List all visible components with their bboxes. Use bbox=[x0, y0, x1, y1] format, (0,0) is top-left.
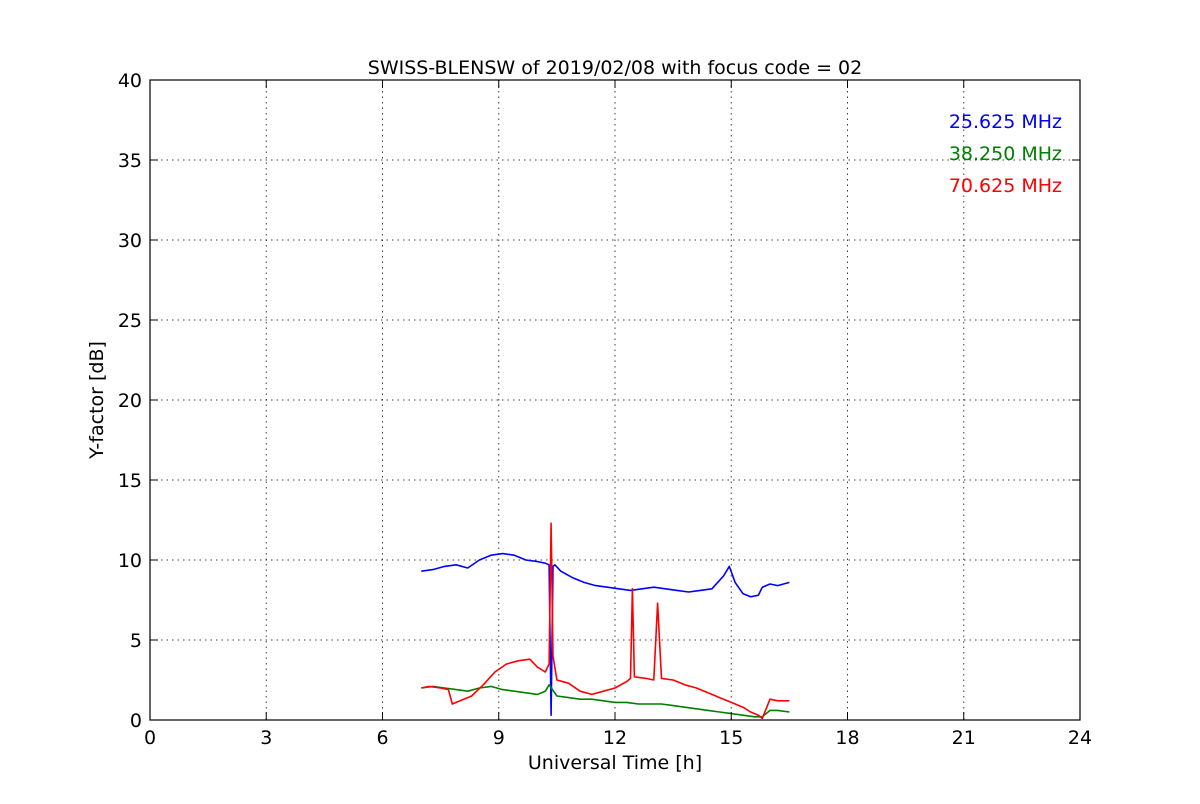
x-tick-label: 6 bbox=[376, 727, 388, 749]
legend-entry: 70.625 MHz bbox=[949, 175, 1062, 197]
x-tick-label: 0 bbox=[144, 727, 156, 749]
y-tick-label: 0 bbox=[130, 710, 142, 732]
x-tick-label: 12 bbox=[603, 727, 627, 749]
series-line-38-250-mhz bbox=[421, 683, 790, 718]
x-tick-label: 24 bbox=[1068, 727, 1092, 749]
x-tick-label: 21 bbox=[952, 727, 976, 749]
y-axis-label: Y-factor [dB] bbox=[86, 341, 108, 460]
x-tick-label: 9 bbox=[493, 727, 505, 749]
y-tick-label: 5 bbox=[130, 630, 142, 652]
y-tick-label: 15 bbox=[118, 470, 142, 492]
series-line-25-625-mhz bbox=[421, 552, 790, 717]
y-tick-label: 40 bbox=[118, 70, 142, 92]
grid bbox=[150, 80, 1080, 720]
y-tick-label: 20 bbox=[118, 390, 142, 412]
x-tick-label: 3 bbox=[260, 727, 272, 749]
axis-ticks: 0 3 6 9 12 15 18 21 24 0 5 10 15 20 25 30 35 40 bbox=[118, 70, 1092, 749]
y-tick-label: 10 bbox=[118, 550, 142, 572]
y-tick-label: 25 bbox=[118, 310, 142, 332]
x-axis-label: Universal Time [h] bbox=[528, 752, 702, 774]
y-tick-label: 35 bbox=[118, 150, 142, 172]
legend: 25.625 MHz 38.250 MHz 70.625 MHz bbox=[949, 111, 1062, 197]
x-tick-label: 18 bbox=[835, 727, 859, 749]
series-line-70-625-mhz bbox=[421, 522, 790, 720]
legend-entry: 38.250 MHz bbox=[949, 143, 1062, 165]
y-tick-label: 30 bbox=[118, 230, 142, 252]
x-tick-label: 15 bbox=[719, 727, 743, 749]
legend-entry: 25.625 MHz bbox=[949, 111, 1062, 133]
chart-title: SWISS-BLENSW of 2019/02/08 with focus co… bbox=[368, 57, 862, 79]
series-layer bbox=[421, 522, 790, 720]
